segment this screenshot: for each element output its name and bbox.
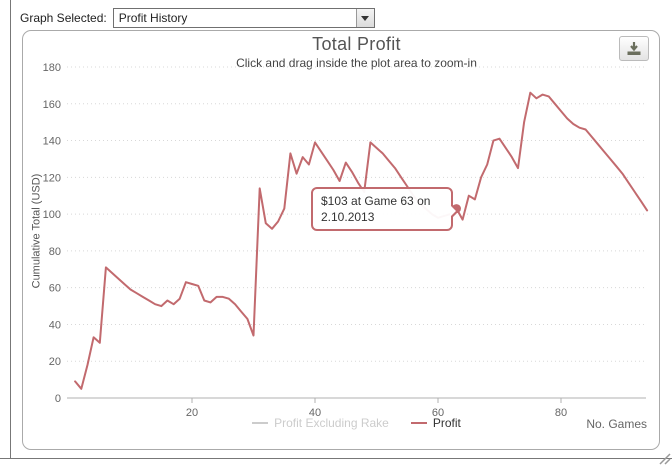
y-tick-label: 0: [55, 393, 61, 405]
y-tick-label: 60: [49, 283, 61, 295]
legend-item-profit-excluding-rake[interactable]: Profit Excluding Rake: [252, 416, 389, 430]
graph-select[interactable]: Profit History: [112, 8, 375, 28]
y-tick-label: 20: [49, 356, 61, 368]
legend-label: Profit: [432, 416, 461, 430]
legend-label: Profit Excluding Rake: [274, 416, 389, 430]
y-axis-title: Cumulative Total (USD): [30, 173, 43, 289]
chart-panel: Total Profit Click and drag inside the p…: [22, 30, 660, 450]
export-button[interactable]: [619, 36, 649, 61]
download-icon: [627, 41, 641, 55]
y-tick-label: 40: [49, 319, 61, 331]
y-tick-label: 160: [43, 99, 61, 111]
legend: Profit Excluding Rake Profit: [67, 416, 646, 430]
x-tick-label: 80: [555, 407, 567, 419]
graph-selected-label: Graph Selected:: [20, 11, 107, 25]
page-left-border: [10, 0, 11, 459]
tooltip-line2: 2.10.2013: [321, 210, 375, 224]
x-axis-title: No. Games: [586, 417, 647, 431]
legend-swatch-gray: [252, 422, 269, 424]
chart-title: Total Profit: [312, 34, 401, 54]
x-tick-label: 40: [309, 407, 321, 419]
y-tick-label: 120: [43, 172, 61, 184]
chevron-down-icon: [361, 15, 370, 21]
y-tick-label: 140: [43, 136, 61, 148]
graph-selector-bar: Graph Selected: Profit History: [20, 7, 375, 29]
resize-handle-icon[interactable]: [657, 452, 671, 465]
y-tick-label: 180: [43, 62, 61, 74]
tooltip: $103 at Game 63 on 2.10.2013: [311, 187, 459, 231]
plot-area[interactable]: 0 20 40 60 80 100 120 140 160 180 20 40 60 80: [23, 31, 661, 451]
x-tick-label: 60: [432, 407, 444, 419]
dropdown-arrow-button[interactable]: [355, 9, 374, 27]
y-tick-label: 80: [49, 246, 61, 258]
page-bottom-border: [0, 458, 672, 459]
legend-item-profit[interactable]: Profit: [410, 416, 461, 430]
tooltip-line1: $103 at Game 63 on: [321, 194, 431, 208]
y-tick-label: 100: [43, 209, 61, 221]
legend-swatch-red: [410, 422, 427, 424]
x-tick-label: 20: [186, 407, 198, 419]
graph-select-value: Profit History: [118, 11, 188, 25]
chart-subtitle: Click and drag inside the plot area to z…: [236, 56, 477, 70]
profit-series-line: [74, 91, 649, 390]
